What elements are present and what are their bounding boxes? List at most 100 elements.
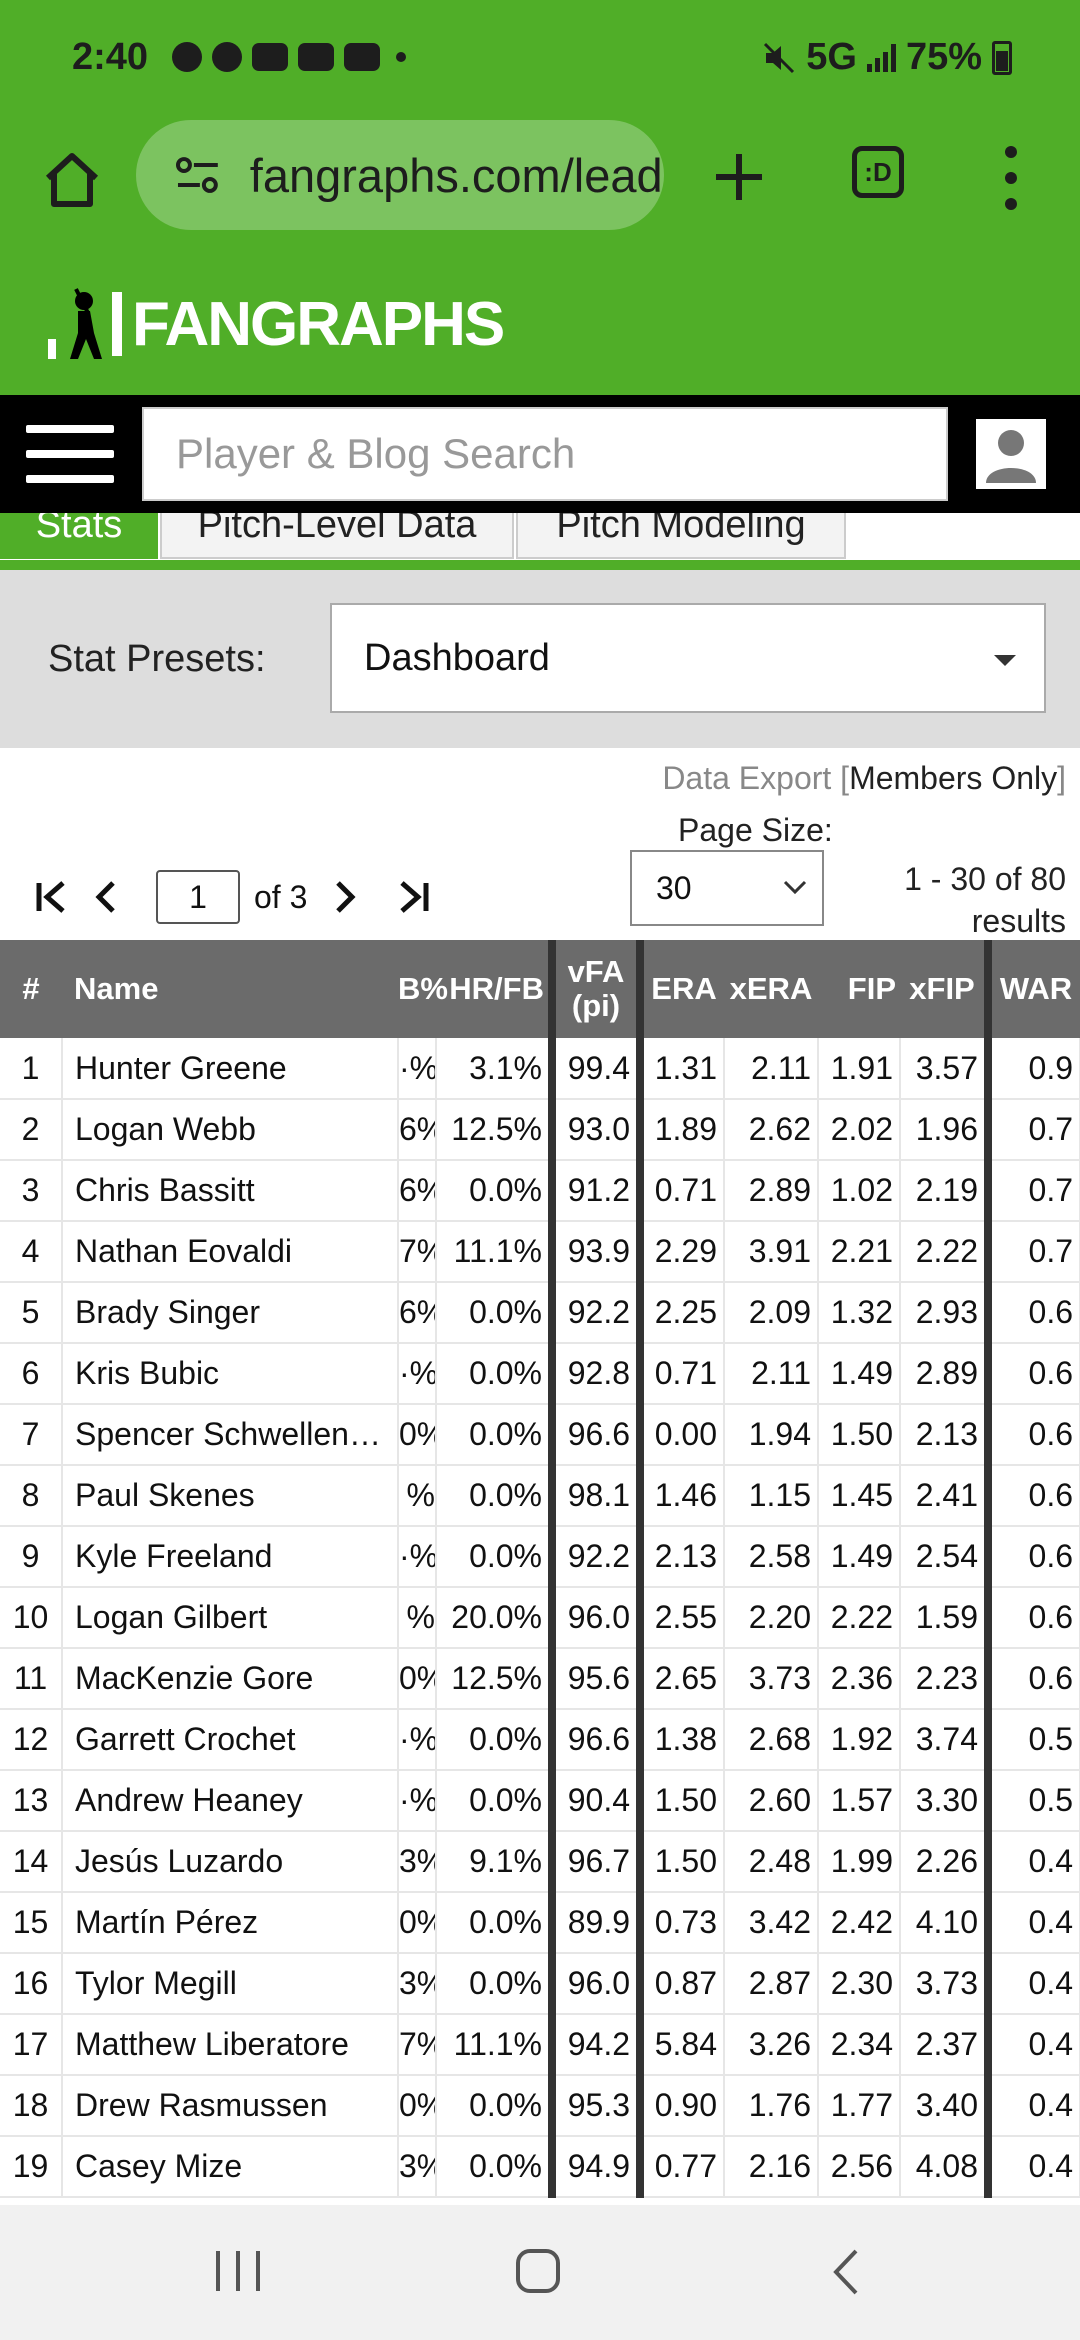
xfip-cell: 2.37 [900,2014,992,2076]
table-header-row: # Name B% HR/FB vFA (pi) ERA xERA FIP xF… [0,940,1080,1038]
xfip-cell: 3.30 [900,1770,992,1832]
col-xera[interactable]: xERA [724,940,818,1038]
player-name-link[interactable]: Chris Bassitt [62,1160,399,1222]
col-war[interactable]: WAR [988,940,1080,1038]
table-row: 8 Paul Skenes% 0.0% 98.1 1.46 1.15 1.45 2.41 0.6 [0,1465,1080,1527]
xera-cell: 2.11 [724,1343,819,1405]
player-name-link[interactable]: Nathan Eovaldi [62,1221,399,1283]
site-settings-icon[interactable] [174,155,222,195]
xera-cell: 2.87 [724,1953,819,2015]
rank-cell: 13 [0,1770,63,1832]
rank-cell: 14 [0,1831,63,1893]
rank-cell: 7 [0,1404,63,1466]
player-name-link[interactable]: Matthew Liberatore [62,2014,399,2076]
rank-cell: 15 [0,1892,63,1954]
xera-cell: 3.73 [724,1648,819,1710]
xera-cell: 2.89 [724,1160,819,1222]
home-button[interactable] [516,2249,560,2293]
browser-menu-icon[interactable] [996,146,1026,210]
last-page-button[interactable] [385,870,439,924]
hr-fb-cell: 0.0% [436,2136,556,2198]
next-page-button[interactable] [317,870,371,924]
vfa-cell: 91.2 [552,1160,644,1222]
vfa-cell: 94.2 [552,2014,644,2076]
page-number-input[interactable]: 1 [156,870,240,924]
tab-pitch-modeling[interactable]: Pitch Modeling [516,513,846,559]
tab-stats[interactable]: Stats [0,513,158,559]
player-name-link[interactable]: Andrew Heaney [62,1770,399,1832]
first-page-button[interactable] [26,870,80,924]
tab-switcher-button[interactable]: :D [852,146,904,198]
col-fip[interactable]: FIP [818,940,900,1038]
player-name-link[interactable]: Brady Singer [62,1282,399,1344]
player-name-link[interactable]: Garrett Crochet [62,1709,399,1771]
war-cell: 0.6 [988,1343,1080,1405]
player-name-link[interactable]: Jesús Luzardo [62,1831,399,1893]
era-cell: 1.38 [640,1709,725,1771]
player-name-link[interactable]: Spencer Schwellenbach [62,1404,399,1466]
user-account-button[interactable] [976,419,1046,489]
back-button[interactable] [824,2247,868,2297]
player-name-link[interactable]: Casey Mize [62,2136,399,2198]
prev-page-button[interactable] [80,870,134,924]
recent-apps-button[interactable] [216,2251,260,2291]
vfa-cell: 89.9 [552,1892,644,1954]
url-text[interactable]: fangraphs.com/leaderboards/major-league [249,148,664,202]
data-export-text[interactable]: Data Export [ [662,760,850,796]
player-name-link[interactable]: Paul Skenes [62,1465,399,1527]
col-rank[interactable]: # [0,940,62,1038]
player-name-link[interactable]: Drew Rasmussen [62,2075,399,2137]
new-tab-icon[interactable] [704,142,774,212]
hr-fb-cell: 0.0% [436,1953,556,2015]
home-icon[interactable] [40,148,104,212]
col-xfip[interactable]: xFIP [900,940,992,1038]
xera-cell: 1.76 [724,2075,819,2137]
rank-cell: 2 [0,1099,63,1161]
fip-cell: 1.77 [818,2075,901,2137]
system-nav-bar [0,2205,1080,2340]
fangraphs-logo[interactable]: FANGRAPHS [48,287,505,361]
xera-cell: 2.68 [724,1709,819,1771]
player-name-link[interactable]: MacKenzie Gore [62,1648,399,1710]
tab-pitch-level-data[interactable]: Pitch-Level Data [160,513,514,559]
rank-cell: 11 [0,1648,63,1710]
xera-cell: 2.11 [724,1038,819,1100]
war-cell: 0.7 [988,1221,1080,1283]
caret-down-icon [994,655,1016,666]
fip-cell: 1.92 [818,1709,901,1771]
page-size-select[interactable]: 30 [630,850,824,926]
player-name-link[interactable]: Logan Webb [62,1099,399,1161]
col-name[interactable]: Name [62,940,398,1038]
era-cell: 5.84 [640,2014,725,2076]
hamburger-menu-icon[interactable] [26,425,114,483]
player-name-link[interactable]: Logan Gilbert [62,1587,399,1649]
fip-cell: 1.49 [818,1343,901,1405]
site-nav: Player & Blog Search [0,395,1080,513]
player-name-link[interactable]: Tylor Megill [62,1953,399,2015]
col-vfa[interactable]: vFA (pi) [552,940,644,1038]
data-export[interactable]: Data Export [Members Only] [662,760,1066,797]
clipped-cell: ·% [398,1343,437,1405]
logo-text: FANGRAPHS [132,289,505,359]
player-name-link[interactable]: Kris Bubic [62,1343,399,1405]
status-time: 2:40 [72,36,149,78]
stat-presets-select[interactable]: Dashboard [330,603,1046,713]
xfip-cell: 3.73 [900,1953,992,2015]
player-name-link[interactable]: Kyle Freeland [62,1526,399,1588]
leaderboard-table-wrap[interactable]: # Name B% HR/FB vFA (pi) ERA xERA FIP xF… [0,940,1080,2205]
page-of-label: of 3 [254,878,308,915]
col-clipped[interactable]: B% [398,940,448,1038]
address-bar[interactable]: fangraphs.com/leaderboards/major-league [136,120,664,230]
war-cell: 0.6 [988,1648,1080,1710]
col-hr-fb[interactable]: HR/FB [436,940,556,1038]
player-name-link[interactable]: Martín Pérez [62,1892,399,1954]
fip-cell: 2.21 [818,1221,901,1283]
vfa-cell: 93.0 [552,1099,644,1161]
col-era[interactable]: ERA [640,940,724,1038]
clipped-cell: ·% [398,1038,437,1100]
xfip-cell: 2.26 [900,1831,992,1893]
player-name-link[interactable]: Hunter Greene [62,1038,399,1100]
xfip-cell: 3.57 [900,1038,992,1100]
search-input[interactable]: Player & Blog Search [142,407,948,501]
